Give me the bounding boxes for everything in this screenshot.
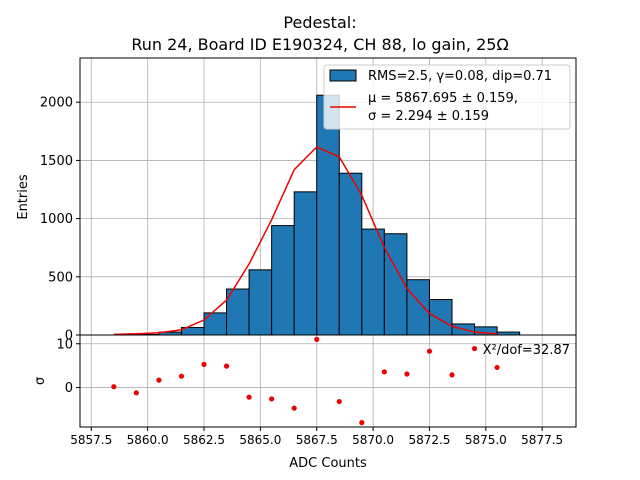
x-tick-label-5: 5870.0 — [352, 433, 394, 447]
x-tick-label-7: 5875.0 — [465, 433, 507, 447]
residual-y-label: σ — [33, 377, 48, 385]
fit-curve — [113, 146, 498, 336]
histogram-y-ticks: 0 500 1000 1500 2000 — [40, 96, 80, 344]
residual-point-0 — [111, 384, 117, 390]
histogram-bar-11 — [383, 233, 408, 336]
histogram-y-tick-label-3: 1500 — [40, 154, 73, 169]
residual-point-7 — [269, 396, 275, 402]
residual-point-9 — [314, 336, 320, 342]
residual-point-10 — [336, 398, 342, 405]
histogram-bar-12 — [406, 279, 430, 336]
x-tick-label-2: 5862.5 — [183, 433, 225, 447]
histogram-bar-7 — [293, 191, 318, 336]
histogram-y-tick-label-2: 1000 — [40, 212, 73, 227]
histogram-y-tick-label-1: 500 — [48, 270, 73, 285]
legend-box — [323, 64, 571, 130]
residual-point-12 — [381, 369, 387, 375]
residual-point-14 — [426, 348, 433, 354]
x-tick-label-4: 5867.5 — [296, 433, 338, 447]
residual-y-tick-label-0: 0 — [65, 381, 73, 396]
x-tick-label-6: 5872.5 — [408, 433, 450, 447]
histogram-bar-9 — [338, 172, 363, 336]
x-tick-label-0: 5857.5 — [70, 433, 112, 447]
histogram-y-tick-label-4: 2000 — [40, 96, 73, 111]
legend: RMS=2.5, γ=0.08, dip=0.71 μ = 5867.695 ±… — [323, 64, 571, 130]
chart-subtitle: Run 24, Board ID E190324, CH 88, lo gain… — [131, 35, 508, 54]
histogram-bar-8 — [316, 94, 340, 336]
histogram-bar-10 — [361, 228, 385, 336]
residual-point-11 — [359, 420, 365, 426]
residual-point-5 — [223, 363, 230, 369]
residual-point-17 — [494, 364, 500, 371]
residual-y-tick-label-1: 10 — [56, 337, 73, 352]
residual-y-ticks: 0 10 — [56, 337, 80, 396]
x-tick-label-1: 5860.0 — [127, 433, 169, 447]
chart-title: Pedestal: — [283, 13, 356, 32]
residual-point-16 — [471, 345, 478, 352]
legend-fit-sigma: σ = 2.294 ± 0.159 — [368, 109, 489, 124]
residual-point-13 — [404, 371, 410, 377]
histogram-bar-5 — [248, 269, 273, 336]
legend-histogram-label: RMS=2.5, γ=0.08, dip=0.71 — [368, 69, 552, 84]
residual-point-8 — [291, 405, 297, 411]
residual-points — [111, 336, 500, 426]
residual-point-3 — [178, 373, 185, 379]
x-tick-label-8: 5877.5 — [521, 433, 563, 447]
residual-point-4 — [201, 361, 207, 367]
residual-frame — [79, 334, 577, 428]
legend-histogram-swatch — [329, 69, 357, 82]
residual-point-2 — [156, 377, 162, 383]
residual-grid — [80, 335, 576, 427]
histogram-bar-6 — [271, 225, 295, 336]
x-tick-label-3: 5865.0 — [239, 433, 281, 447]
chi2-annotation: X²/dof=32.87 — [483, 343, 570, 358]
residual-point-1 — [133, 390, 139, 396]
residual-point-6 — [246, 394, 252, 400]
histogram-y-label: Entries — [16, 174, 31, 220]
residual-panel: 0 10 5857.5 5860.0 5862.5 5865.0 5867.5 5870.0… — [33, 334, 577, 471]
residual-point-15 — [449, 372, 455, 378]
residual-x-ticks: 5857.5 5860.0 5862.5 5865.0 5867.5 5870.0 5872… — [70, 427, 563, 447]
histogram-bar-13 — [428, 299, 453, 336]
legend-fit-mu: μ = 5867.695 ± 0.159, — [368, 91, 518, 106]
histogram-y-tick-label-0: 0 — [65, 329, 73, 344]
x-axis-label: ADC Counts — [289, 456, 367, 471]
